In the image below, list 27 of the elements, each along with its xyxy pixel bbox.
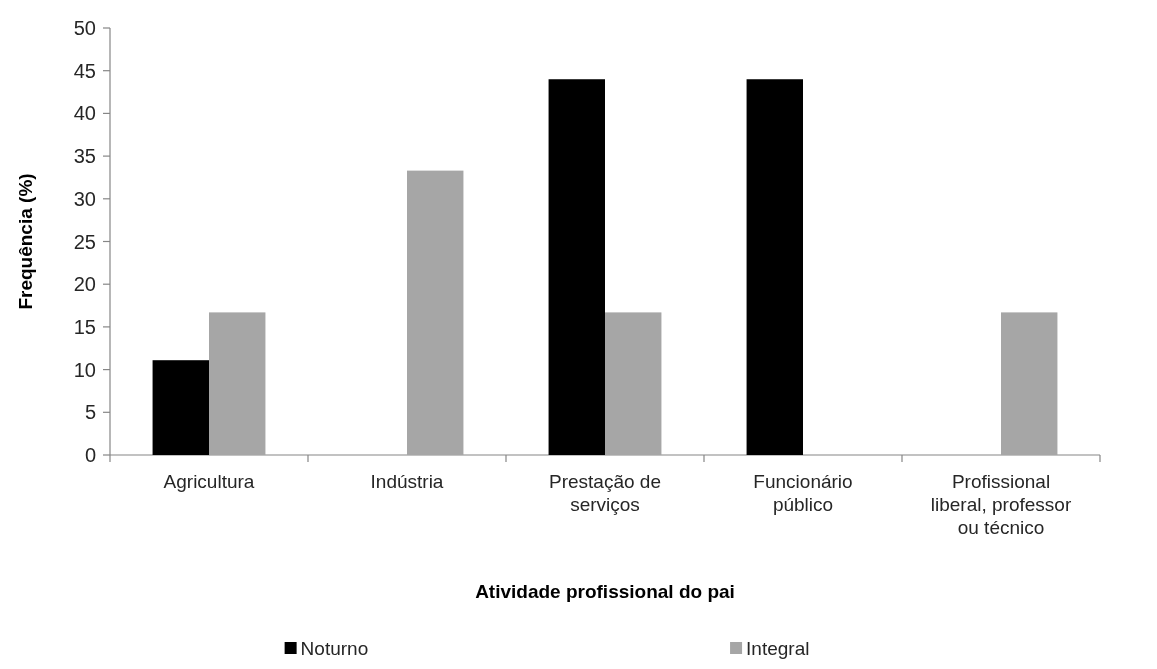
y-tick-label: 50 [73, 17, 96, 39]
x-tick-label: Profissional liberal, professor ou técnico [930, 471, 1072, 538]
y-tick-label: 0 [84, 444, 96, 466]
y-tick-label: 30 [73, 187, 96, 210]
x-tick-label: Funcionário público [753, 471, 853, 515]
y-tick-label: 20 [73, 273, 96, 296]
y-tick-label: 15 [73, 315, 96, 338]
legend-label: Noturno [300, 637, 369, 659]
y-tick-label: 10 [73, 358, 96, 381]
y-tick-label: 40 [73, 102, 96, 125]
x-axis-title: Atividade profissional do pai [475, 581, 735, 602]
y-axis-title: Frequência (%) [15, 173, 36, 310]
y-tick-label: 25 [73, 230, 96, 253]
bar [152, 360, 209, 455]
bar [605, 312, 662, 455]
legend-label: Integral [746, 637, 810, 659]
bar [548, 79, 605, 455]
x-tick-label: Prestação de serviços [549, 471, 661, 515]
bar [746, 79, 803, 455]
y-tick-label: 5 [84, 401, 96, 424]
y-tick-label: 45 [73, 59, 96, 82]
x-tick-label: Indústria [370, 471, 444, 492]
bar [209, 312, 266, 455]
x-tick-label: Agricultura [163, 471, 255, 492]
bar [1001, 312, 1058, 455]
bar [407, 170, 464, 455]
y-tick-label: 35 [73, 145, 96, 168]
